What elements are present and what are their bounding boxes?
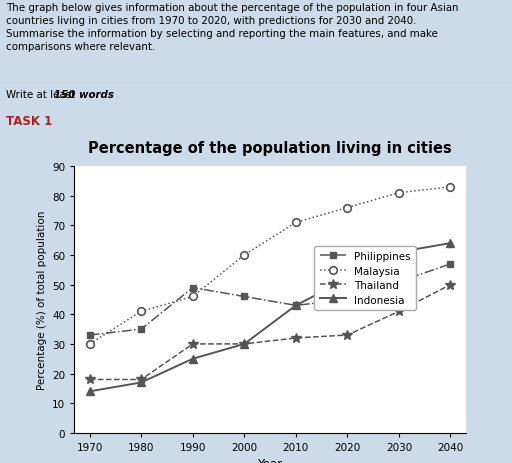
Y-axis label: Percentage (%) of total population: Percentage (%) of total population [36, 210, 47, 389]
Indonesia [190, 356, 196, 362]
Thailand [190, 341, 196, 347]
Indonesia [87, 389, 93, 394]
Indonesia [293, 303, 299, 308]
Malaysia [241, 253, 247, 258]
Malaysia [344, 205, 350, 211]
Philippines [396, 279, 402, 285]
Text: The graph below gives information about the percentage of the population in four: The graph below gives information about … [6, 2, 459, 52]
Malaysia [293, 220, 299, 225]
Indonesia [396, 250, 402, 255]
Thailand [87, 377, 93, 382]
Indonesia [241, 341, 247, 347]
Malaysia [190, 294, 196, 300]
Philippines [241, 294, 247, 300]
Thailand [293, 336, 299, 341]
Thailand [241, 341, 247, 347]
Philippines [190, 285, 196, 291]
Thailand [138, 377, 144, 382]
Legend: Philippines, Malaysia, Thailand, Indonesia: Philippines, Malaysia, Thailand, Indones… [314, 246, 416, 310]
Malaysia [396, 191, 402, 196]
Thailand [447, 282, 454, 288]
Indonesia [138, 380, 144, 385]
Thailand [344, 332, 350, 338]
X-axis label: Year: Year [258, 457, 283, 463]
Text: Write at least: Write at least [6, 90, 78, 100]
Indonesia [344, 276, 350, 282]
Indonesia [447, 241, 454, 246]
Philippines [138, 326, 144, 332]
Text: .: . [89, 90, 92, 100]
Malaysia [87, 341, 93, 347]
Malaysia [138, 309, 144, 314]
Text: 150 words: 150 words [54, 90, 114, 100]
Philippines [87, 332, 93, 338]
Line: Malaysia: Malaysia [86, 183, 454, 348]
Line: Philippines: Philippines [87, 261, 454, 338]
Philippines [293, 303, 299, 308]
Malaysia [447, 185, 454, 190]
Thailand [396, 309, 402, 314]
Philippines [344, 297, 350, 303]
Line: Thailand: Thailand [85, 280, 455, 384]
Title: Percentage of the population living in cities: Percentage of the population living in c… [88, 141, 452, 156]
Line: Indonesia: Indonesia [86, 240, 454, 395]
Text: TASK 1: TASK 1 [6, 115, 52, 128]
Philippines [447, 262, 454, 267]
